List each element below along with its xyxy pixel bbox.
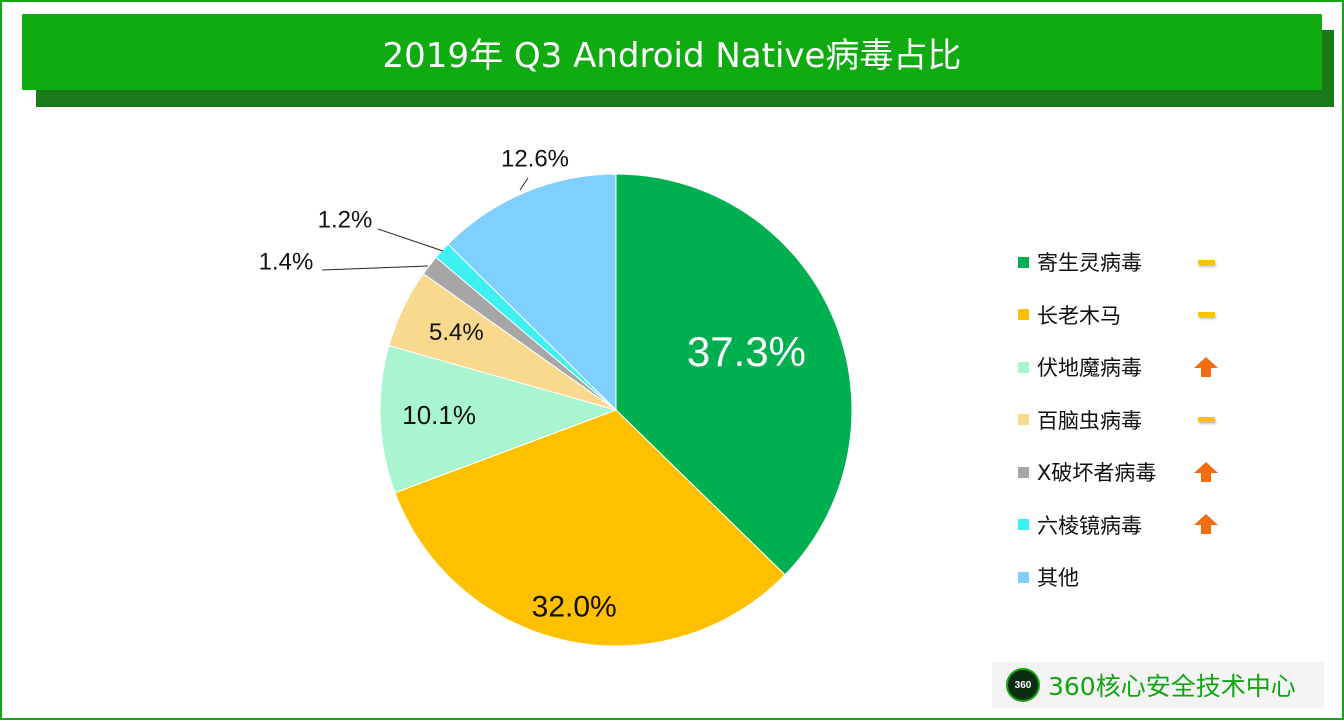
legend-item: 百脑虫病毒 bbox=[1018, 394, 1228, 447]
data-label-1: 32.0% bbox=[532, 591, 617, 624]
data-label-4: 1.4% bbox=[259, 248, 314, 275]
leader-line-5 bbox=[377, 228, 444, 252]
legend-item: 寄生灵病毒 bbox=[1018, 236, 1228, 289]
brand-logo: 360 bbox=[1006, 668, 1040, 702]
trend-flat-dash-icon bbox=[1198, 312, 1215, 318]
legend-label: X破坏者病毒 bbox=[1037, 461, 1157, 486]
data-label-2: 10.1% bbox=[402, 400, 476, 430]
trend-flat-dash-icon bbox=[1198, 259, 1215, 265]
pie-slice-0 bbox=[615, 173, 853, 576]
trend-up-arrow-icon bbox=[1194, 461, 1218, 482]
legend-item: 六棱镜病毒 bbox=[1018, 499, 1228, 552]
legend: 寄生灵病毒长老木马伏地魔病毒百脑虫病毒 X破坏者病毒 六棱镜病毒其他 bbox=[1018, 236, 1228, 604]
legend-swatch bbox=[1018, 256, 1029, 268]
trend-up-arrow-icon bbox=[1194, 356, 1218, 377]
legend-label: 伏地魔病毒 bbox=[1037, 356, 1142, 381]
legend-swatch bbox=[1018, 466, 1029, 478]
legend-label: 长老木马 bbox=[1037, 303, 1121, 328]
brand-footer: 360 360核心安全技术中心 bbox=[992, 662, 1324, 708]
legend-label: 六棱镜病毒 bbox=[1037, 513, 1142, 538]
leader-line-4 bbox=[321, 265, 429, 271]
brand-name: 360核心安全技术中心 bbox=[1048, 672, 1296, 701]
legend-swatch bbox=[1018, 571, 1029, 583]
data-label-5: 1.2% bbox=[318, 206, 373, 233]
legend-label: 寄生灵病毒 bbox=[1037, 251, 1142, 276]
data-label-6: 12.6% bbox=[501, 145, 569, 172]
legend-label: 其他 bbox=[1037, 566, 1079, 591]
pie-slice-2 bbox=[379, 344, 618, 494]
legend-item: 伏地魔病毒 bbox=[1018, 341, 1228, 394]
legend-swatch bbox=[1018, 361, 1029, 373]
chart-title: 2019年 Q3 Android Native病毒占比 bbox=[22, 14, 1322, 90]
trend-up-arrow-icon bbox=[1194, 514, 1218, 535]
legend-swatch bbox=[1018, 519, 1029, 531]
legend-item: 长老木马 bbox=[1018, 289, 1228, 342]
legend-swatch bbox=[1018, 414, 1029, 426]
legend-label: 百脑虫病毒 bbox=[1037, 408, 1142, 433]
leader-line-6 bbox=[519, 177, 529, 191]
legend-item: X破坏者病毒 bbox=[1018, 446, 1228, 499]
trend-flat-dash-icon bbox=[1198, 417, 1215, 423]
data-label-0: 37.3% bbox=[687, 328, 806, 375]
legend-swatch bbox=[1018, 309, 1029, 321]
data-label-3: 5.4% bbox=[429, 319, 484, 346]
pie-slice-6 bbox=[447, 173, 617, 412]
pie-slice-1 bbox=[394, 409, 786, 647]
legend-item: 其他 bbox=[1018, 551, 1228, 604]
